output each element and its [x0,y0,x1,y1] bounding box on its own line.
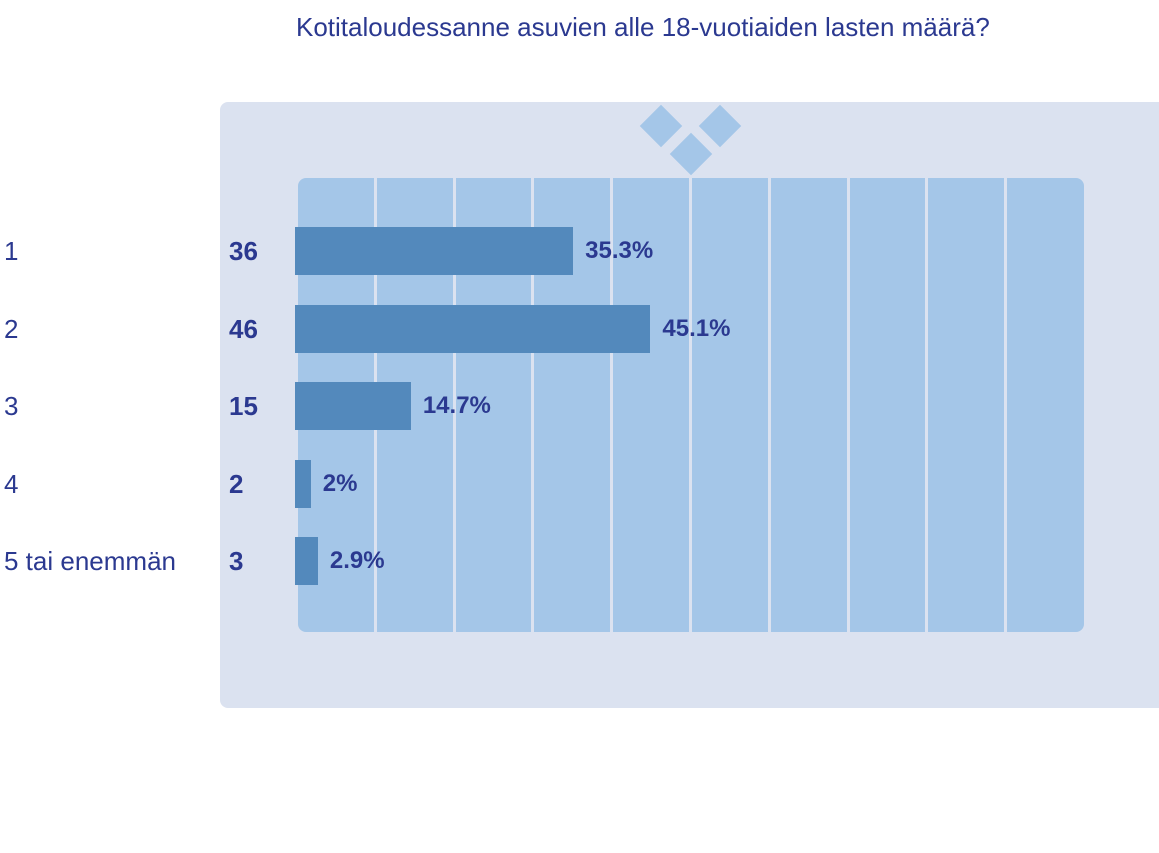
bar [295,537,318,585]
count-label: 36 [229,236,258,266]
bar [295,304,651,353]
gridline [767,178,771,632]
percent-label: 45.1% [662,314,731,342]
gridline [452,178,456,632]
count-label: 15 [229,391,258,421]
gridline [531,178,535,632]
bar [295,227,574,275]
bar [295,459,311,508]
count-label: 2 [229,468,244,499]
gridline [1004,178,1008,632]
category-label: 3 [4,391,19,421]
percent-label: 14.7% [422,392,491,419]
bar [295,382,411,430]
count-label: 46 [229,313,258,344]
chart-title: Kotitaloudessanne asuvien alle 18-vuotia… [296,12,990,42]
category-label: 2 [4,313,19,344]
gridline [925,178,929,632]
percent-label: 35.3% [585,237,654,264]
gridline [610,178,614,632]
category-label: 5 tai enemmän [4,546,176,576]
gridline [846,178,850,632]
percent-label: 2.9% [329,547,385,574]
category-label: 1 [4,236,19,266]
category-label: 4 [4,468,19,499]
gridline [689,178,692,632]
count-label: 3 [229,546,244,576]
percent-label: 2% [322,469,358,497]
